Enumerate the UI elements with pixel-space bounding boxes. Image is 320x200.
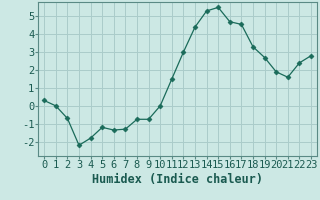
X-axis label: Humidex (Indice chaleur): Humidex (Indice chaleur): [92, 173, 263, 186]
